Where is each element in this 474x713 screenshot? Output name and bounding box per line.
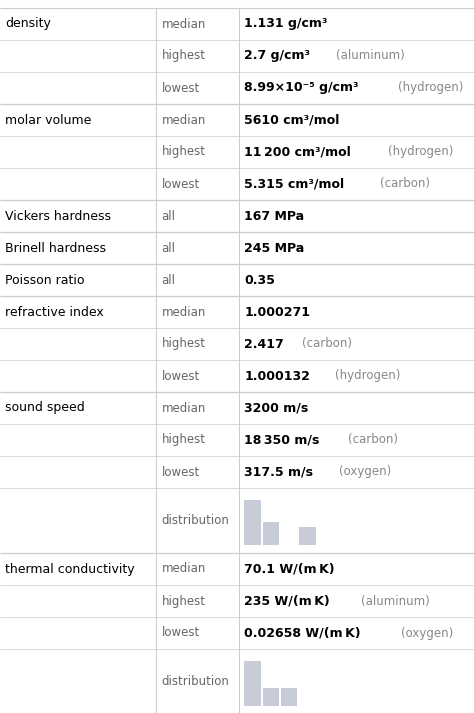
Text: density: density [5, 18, 51, 31]
Text: 3200 m/s: 3200 m/s [245, 401, 309, 414]
Text: distribution: distribution [162, 675, 229, 688]
Text: 11 200 cm³/mol: 11 200 cm³/mol [245, 145, 351, 158]
Text: 1.000132: 1.000132 [245, 369, 310, 382]
Text: distribution: distribution [162, 514, 229, 527]
Text: lowest: lowest [162, 466, 200, 478]
Text: (hydrogen): (hydrogen) [336, 369, 401, 382]
Text: Poisson ratio: Poisson ratio [5, 274, 84, 287]
Text: 1.000271: 1.000271 [245, 305, 310, 319]
Text: highest: highest [162, 337, 205, 351]
Text: 235 W/(m K): 235 W/(m K) [245, 595, 330, 607]
Text: (oxygen): (oxygen) [339, 466, 392, 478]
Text: all: all [162, 242, 175, 255]
Bar [263, 688, 279, 706]
Text: (carbon): (carbon) [301, 337, 352, 351]
Text: lowest: lowest [162, 627, 200, 640]
Text: 18 350 m/s: 18 350 m/s [245, 434, 320, 446]
Text: 2.417: 2.417 [245, 337, 284, 351]
Text: refractive index: refractive index [5, 305, 104, 319]
Text: median: median [162, 305, 206, 319]
Text: median: median [162, 401, 206, 414]
Text: highest: highest [162, 49, 205, 63]
Text: 167 MPa: 167 MPa [245, 210, 304, 222]
Text: highest: highest [162, 145, 205, 158]
Text: lowest: lowest [162, 81, 200, 95]
Text: highest: highest [162, 595, 205, 607]
Text: lowest: lowest [162, 178, 200, 190]
Text: (aluminum): (aluminum) [336, 49, 404, 63]
Text: (carbon): (carbon) [380, 178, 429, 190]
Text: (hydrogen): (hydrogen) [388, 145, 454, 158]
Text: 0.35: 0.35 [245, 274, 275, 287]
Text: 8.99×10⁻⁵ g/cm³: 8.99×10⁻⁵ g/cm³ [245, 81, 359, 95]
Text: 70.1 W/(m K): 70.1 W/(m K) [245, 563, 335, 575]
Text: Vickers hardness: Vickers hardness [5, 210, 111, 222]
Text: (oxygen): (oxygen) [401, 627, 453, 640]
Text: (carbon): (carbon) [347, 434, 398, 446]
Bar [281, 688, 297, 706]
Text: sound speed: sound speed [5, 401, 85, 414]
Text: all: all [162, 274, 175, 287]
Bar [263, 523, 279, 545]
Bar [299, 527, 316, 545]
Text: median: median [162, 563, 206, 575]
Bar [245, 661, 261, 706]
Text: 2.7 g/cm³: 2.7 g/cm³ [245, 49, 310, 63]
Text: thermal conductivity: thermal conductivity [5, 563, 135, 575]
Text: 1.131 g/cm³: 1.131 g/cm³ [245, 18, 328, 31]
Bar [245, 500, 261, 545]
Text: lowest: lowest [162, 369, 200, 382]
Text: Brinell hardness: Brinell hardness [5, 242, 106, 255]
Text: 0.02658 W/(m K): 0.02658 W/(m K) [245, 627, 361, 640]
Text: 317.5 m/s: 317.5 m/s [245, 466, 313, 478]
Text: molar volume: molar volume [5, 113, 91, 126]
Text: median: median [162, 18, 206, 31]
Text: 5610 cm³/mol: 5610 cm³/mol [245, 113, 340, 126]
Text: 5.315 cm³/mol: 5.315 cm³/mol [245, 178, 345, 190]
Text: (aluminum): (aluminum) [361, 595, 430, 607]
Text: (hydrogen): (hydrogen) [398, 81, 464, 95]
Text: median: median [162, 113, 206, 126]
Text: highest: highest [162, 434, 205, 446]
Text: all: all [162, 210, 175, 222]
Text: 245 MPa: 245 MPa [245, 242, 305, 255]
